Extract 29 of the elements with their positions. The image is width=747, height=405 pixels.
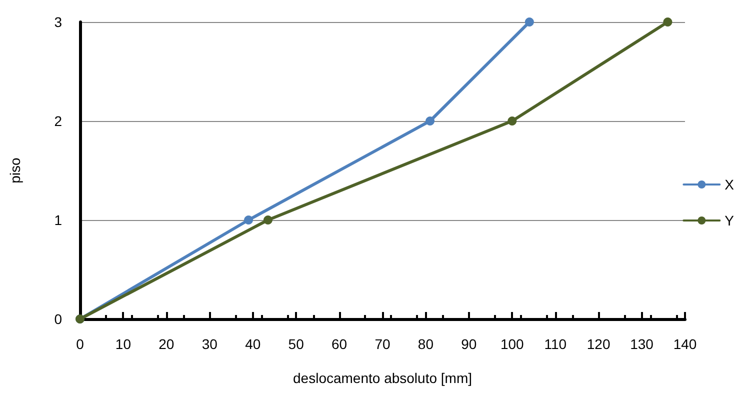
x-tick-label: 100 (500, 336, 524, 352)
x-tick-label: 40 (245, 336, 261, 352)
point (508, 116, 517, 126)
point (663, 18, 672, 26)
y-tick-label: 0 (54, 311, 62, 327)
x-tick-label: 0 (76, 336, 84, 352)
point (426, 116, 435, 126)
legend-label: X (724, 176, 735, 192)
x-tick-label: 30 (202, 336, 218, 352)
x-tick-label: 130 (630, 336, 654, 352)
x-tick-label: 10 (115, 336, 132, 352)
x-tick-label: 90 (461, 336, 477, 352)
x-tick-label: 80 (418, 336, 434, 352)
x-tick-label: 140 (673, 336, 697, 352)
x-tick-label: 120 (586, 336, 610, 352)
x-tick-label: 20 (158, 336, 174, 352)
point (524, 18, 534, 26)
y-tick-label: 1 (54, 212, 62, 228)
point (244, 216, 254, 224)
x-tick-label: 70 (374, 336, 390, 352)
y-tick-label: 3 (54, 14, 62, 30)
legend-label: Y (724, 212, 735, 228)
x-tick-label: 60 (331, 336, 348, 352)
x-tick-label: 110 (544, 336, 567, 352)
y-axis-title: piso (7, 157, 23, 184)
x-axis-title: deslocamento absoluto [mm] (293, 370, 472, 386)
x-tick-label: 50 (288, 336, 304, 352)
y-tick-label: 2 (54, 113, 62, 129)
point (263, 216, 272, 224)
